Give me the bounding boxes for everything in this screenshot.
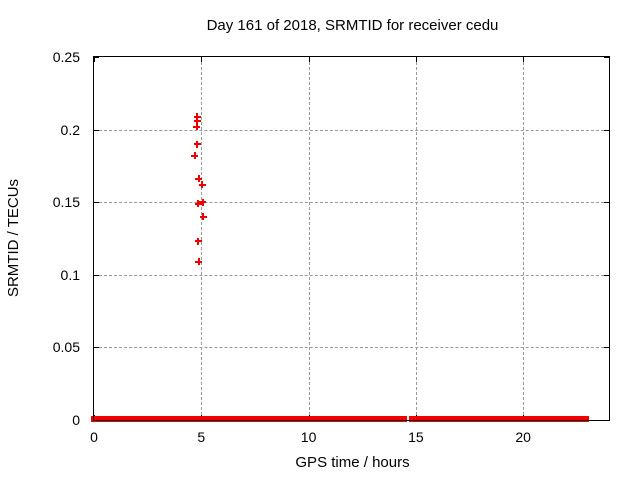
y-tick-right <box>604 57 609 58</box>
data-zero-run <box>439 416 590 422</box>
chart-title: Day 161 of 2018, SRMTID for receiver ced… <box>206 17 499 34</box>
y-tick-label: 0.1 <box>60 266 80 283</box>
gridline-horizontal <box>94 202 609 204</box>
data-point-marker <box>193 123 201 131</box>
y-tick-left <box>94 202 99 203</box>
y-tick-right <box>604 275 609 276</box>
data-point-marker <box>193 117 201 125</box>
y-tick-left <box>94 57 99 58</box>
gridline-vertical <box>308 57 310 420</box>
gridline-vertical <box>523 57 525 420</box>
y-tick-label: 0.2 <box>60 121 80 138</box>
gridline-vertical <box>415 57 417 420</box>
y-tick-left <box>94 347 99 348</box>
data-point-marker <box>193 140 201 148</box>
y-tick-right <box>604 420 609 421</box>
x-tick-top <box>416 57 417 62</box>
data-point-marker <box>194 200 202 208</box>
gridline-horizontal <box>94 129 609 131</box>
data-point-marker <box>199 213 207 221</box>
x-tick-top <box>523 57 524 62</box>
data-point-marker <box>199 198 207 206</box>
data-point-marker <box>195 258 202 266</box>
y-axis-label: SRMTID / TECUs <box>5 178 22 298</box>
data-point-marker <box>195 175 203 183</box>
x-tick-label: 5 <box>197 429 206 445</box>
y-tick-label: 0 <box>72 412 80 428</box>
x-tick-label: 0 <box>90 429 98 445</box>
y-tick-right <box>604 130 609 131</box>
y-tick-right <box>604 347 609 348</box>
data-point-marker <box>191 152 199 160</box>
x-tick-label: 15 <box>408 429 424 445</box>
data-zero-run <box>91 416 147 422</box>
x-axis-label: GPS time / hours <box>295 454 410 471</box>
y-tick-left <box>94 130 99 131</box>
data-point-marker <box>198 181 206 189</box>
x-tick-top <box>201 57 202 62</box>
data-zero-run <box>409 416 431 422</box>
y-tick-label: 0.25 <box>52 49 80 65</box>
gridline-horizontal <box>94 347 609 349</box>
gridline-horizontal <box>94 274 609 276</box>
y-tick-right <box>604 202 609 203</box>
plot-area <box>91 57 609 422</box>
data-zero-run <box>143 416 200 422</box>
y-tick-label: 0.05 <box>52 339 80 356</box>
y-tick-left <box>94 275 99 276</box>
data-zero-run <box>197 416 408 422</box>
x-tick-top <box>309 57 310 62</box>
data-zero-run <box>427 416 442 422</box>
y-tick-label: 0.15 <box>52 194 80 211</box>
data-point-marker <box>194 237 202 245</box>
data-point-marker <box>193 113 201 121</box>
x-tick-label: 20 <box>515 429 531 445</box>
x-tick-top <box>94 57 95 62</box>
x-tick-label: 10 <box>300 429 317 445</box>
gridline-vertical <box>201 57 203 420</box>
